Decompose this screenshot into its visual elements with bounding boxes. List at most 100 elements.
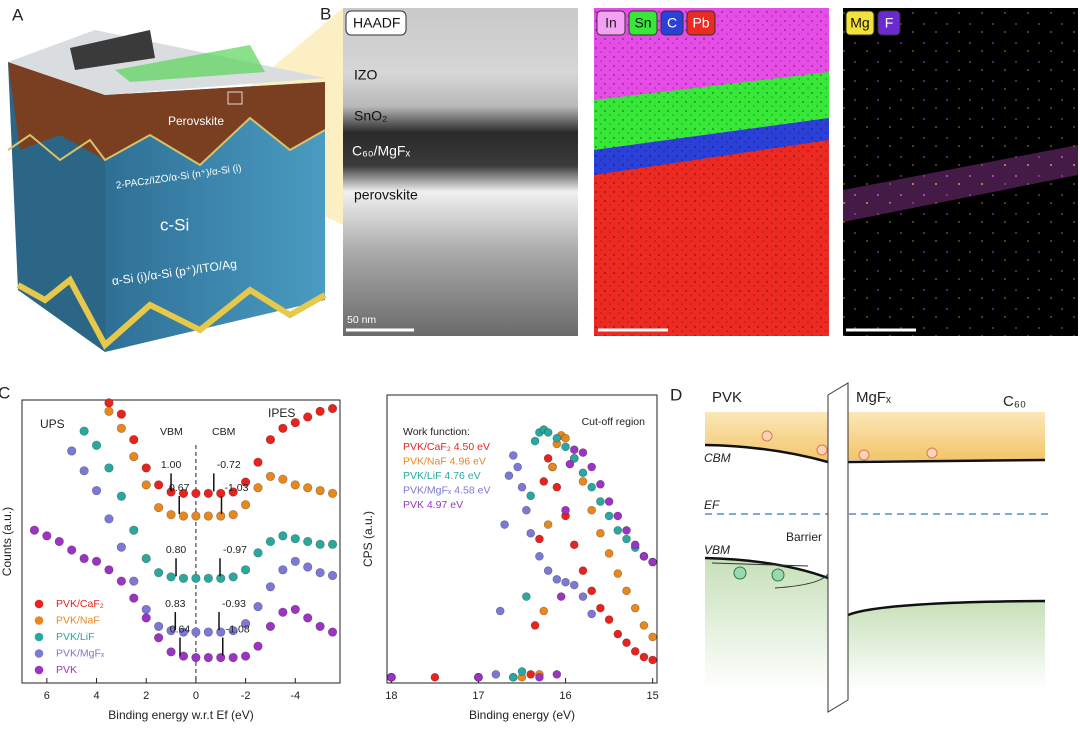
data-point bbox=[141, 480, 151, 490]
legend-entry: PVK/MgFₓ 4.58 eV bbox=[403, 484, 491, 496]
data-point bbox=[290, 480, 300, 490]
data-point bbox=[630, 647, 640, 656]
data-point bbox=[543, 428, 553, 437]
data-point bbox=[315, 406, 325, 416]
data-point bbox=[552, 433, 562, 443]
x-tick-label: -4 bbox=[290, 690, 300, 702]
data-point bbox=[613, 629, 623, 639]
x-tick-label: 2 bbox=[143, 690, 149, 702]
perovskite-layer bbox=[8, 62, 325, 165]
data-point bbox=[203, 488, 213, 498]
vbm-label: 0.80 bbox=[166, 544, 187, 556]
legend-marker bbox=[34, 632, 44, 642]
cbm-label: -1.03 bbox=[224, 482, 248, 494]
data-point bbox=[79, 553, 89, 564]
data-point bbox=[630, 540, 640, 550]
data-point bbox=[290, 604, 300, 615]
data-point bbox=[552, 482, 562, 492]
x-tick-label: 6 bbox=[44, 690, 50, 702]
data-point bbox=[228, 572, 238, 582]
data-point bbox=[522, 592, 531, 601]
data-point bbox=[543, 566, 553, 575]
data-point bbox=[543, 520, 553, 529]
data-point bbox=[504, 471, 514, 480]
data-point bbox=[327, 403, 338, 414]
data-point bbox=[587, 462, 596, 472]
layer-label: Perovskite bbox=[168, 114, 224, 128]
element-label: Pb bbox=[692, 15, 709, 31]
data-point bbox=[569, 454, 579, 463]
data-point bbox=[596, 528, 605, 538]
data-point bbox=[290, 418, 300, 428]
data-point bbox=[91, 556, 102, 566]
legend-marker bbox=[34, 616, 44, 625]
data-point bbox=[622, 534, 631, 544]
rear-layers bbox=[16, 275, 327, 350]
data-point bbox=[129, 593, 139, 603]
vb-region bbox=[848, 601, 1045, 690]
legend-entry: PVK/NaF 4.96 eV bbox=[403, 455, 486, 467]
data-point bbox=[29, 525, 40, 535]
data-point bbox=[203, 627, 213, 637]
data-point bbox=[278, 474, 288, 484]
data-point bbox=[500, 520, 509, 529]
finger bbox=[70, 30, 155, 70]
annotation: IPES bbox=[268, 406, 295, 420]
legend-marker bbox=[34, 665, 44, 675]
data-point bbox=[387, 672, 396, 682]
data-point bbox=[154, 568, 164, 578]
data-point bbox=[604, 497, 614, 506]
data-point bbox=[513, 462, 522, 472]
data-point bbox=[116, 423, 126, 433]
cbm-line bbox=[847, 458, 1046, 464]
data-point bbox=[265, 471, 276, 482]
data-point bbox=[290, 556, 300, 566]
x-tick-label: 16 bbox=[559, 690, 571, 702]
y-axis-label: Counts (a.u.) bbox=[0, 507, 14, 576]
legend-entry: PVK/LiF bbox=[56, 631, 95, 643]
data-point bbox=[240, 651, 251, 661]
layer-label: IZO bbox=[354, 67, 377, 83]
vbm-label: 0.83 bbox=[165, 598, 186, 610]
data-point bbox=[517, 482, 527, 492]
data-point bbox=[613, 511, 623, 521]
annotation: UPS bbox=[40, 417, 65, 431]
data-point bbox=[622, 526, 631, 535]
x-tick-label: 4 bbox=[93, 690, 99, 702]
data-point bbox=[166, 510, 176, 520]
data-point bbox=[240, 565, 251, 575]
data-point bbox=[79, 426, 89, 436]
element-keys: Mg F bbox=[845, 10, 901, 36]
data-point bbox=[104, 398, 114, 408]
data-point bbox=[191, 511, 201, 521]
element-key bbox=[628, 10, 658, 36]
cbm-label: -0.72 bbox=[217, 459, 241, 471]
data-point bbox=[569, 540, 579, 550]
data-point bbox=[556, 592, 566, 601]
x-tick-label: 15 bbox=[647, 690, 659, 702]
layer-label: PVK bbox=[712, 389, 742, 406]
data-point bbox=[535, 672, 544, 682]
annotation: Cut-off region bbox=[582, 416, 646, 428]
image-title: HAADF bbox=[353, 15, 400, 31]
panel-label: A bbox=[12, 5, 24, 24]
data-point bbox=[129, 435, 139, 445]
data-point bbox=[565, 459, 575, 469]
legend-entry: PVK/CaF₂ bbox=[56, 598, 104, 610]
panel-a: A Perovskite 2-PACz/IZO/α-Si (n⁺)/α-Si (… bbox=[7, 5, 343, 352]
element-key bbox=[660, 10, 684, 36]
data-point bbox=[253, 601, 263, 612]
data-point bbox=[648, 632, 657, 642]
data-point bbox=[154, 480, 164, 490]
data-point bbox=[630, 603, 640, 613]
data-point bbox=[141, 553, 151, 564]
data-point bbox=[79, 466, 89, 476]
vbm-label: 1.00 bbox=[161, 459, 182, 471]
data-point bbox=[67, 446, 77, 456]
data-point bbox=[303, 562, 313, 572]
data-point bbox=[178, 627, 189, 637]
data-point bbox=[552, 670, 562, 679]
vb-region bbox=[705, 558, 828, 690]
panel-d: D PVK MgFₓ C₆₀ CBM EF Barrier VBM bbox=[670, 382, 1052, 713]
